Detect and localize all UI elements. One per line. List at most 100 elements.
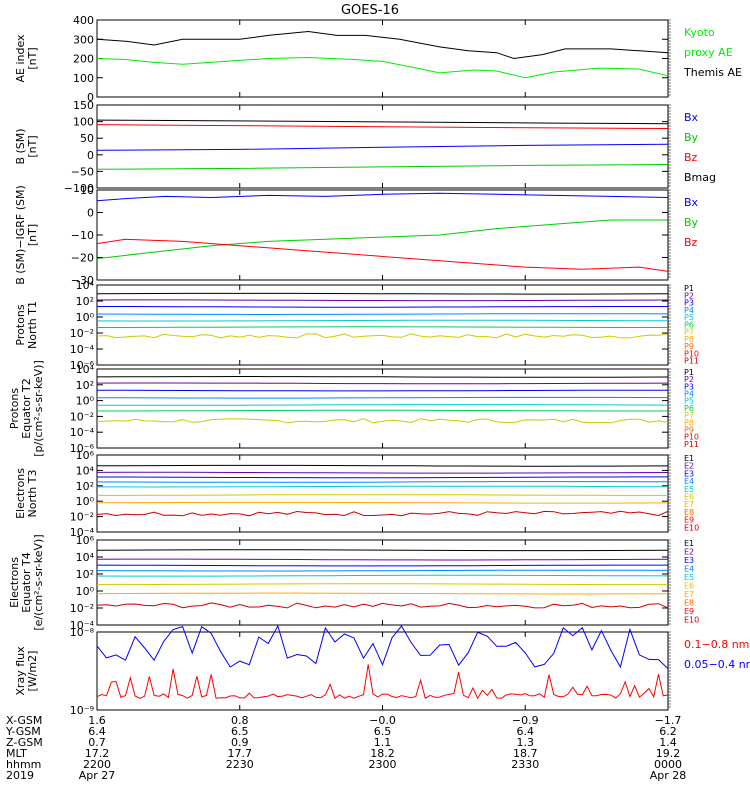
y-tick-label: 10⁻⁹ (70, 704, 94, 717)
y-tick-label: 10 (80, 184, 94, 197)
footer-value: 17.7 (228, 747, 253, 760)
panel-pet2: 10⁻⁶ 10⁻⁴ 10⁻² 10⁰ 10² 10⁴ Protons Equator T2 [p… (8, 360, 699, 457)
legend-entry: E4 (684, 565, 694, 574)
legend-entry: P8 (684, 418, 694, 427)
y-tick-label: 10⁴ (76, 464, 95, 477)
legend-entry: E3 (684, 469, 694, 478)
panel-eet4: 10⁻⁴ 10⁻² 10⁰ 10² 10⁴ 10⁶ Electrons Equator T4[… (8, 534, 699, 632)
y-tick-label: 10² (76, 379, 94, 392)
footer-value: 1.1 (374, 736, 392, 749)
legend-entry: Themis AE (683, 66, 742, 79)
legend-entry: E7 (684, 500, 694, 509)
y-tick-label: 10⁰ (76, 585, 95, 598)
series-e2 (96, 558, 669, 561)
series-by (96, 219, 668, 260)
y-tick-label: −50 (71, 165, 94, 178)
y-tick-label: 100 (73, 72, 94, 85)
y-tick-label: 10⁰ (76, 495, 95, 508)
legend-entry: E2 (684, 548, 694, 557)
legend-entry: E8 (684, 599, 694, 608)
legend-entry: P7 (684, 328, 694, 337)
legend-entry: Kyoto (684, 26, 715, 39)
y-tick-label: 10⁴ (76, 279, 95, 292)
legend-entry: E1 (684, 454, 694, 463)
panel-frame (96, 539, 669, 626)
legend-entry: Bx (684, 196, 699, 209)
legend-entry: P7 (684, 411, 694, 420)
y-axis-label: B (SM)−IGRF (SM) (14, 185, 27, 285)
y-axis-label: Protons (8, 388, 21, 429)
series-bx (96, 192, 669, 202)
y-tick-label: 100 (73, 116, 94, 129)
legend-entry: P6 (684, 320, 694, 329)
footer-value: −0.0 (369, 714, 396, 727)
series-kyoto-proxy-ae (96, 56, 669, 79)
legend-entry: P9 (684, 342, 694, 351)
y-tick-label: 10⁻² (70, 410, 94, 423)
series-themis-ae (96, 30, 669, 60)
footer-value: 0000 (654, 758, 682, 771)
panel-xray: 10⁻⁹ 10⁻⁸ Xray flux [W/m2] 0.1−0.8 nm 0.05−0.… (14, 624, 750, 717)
y-tick-label: 10⁶ (76, 534, 95, 547)
series-e7 (96, 592, 669, 595)
series-e6 (97, 583, 668, 586)
series-e1 (96, 464, 669, 467)
footer-value: 6.5 (231, 725, 249, 738)
y-axis-label: Electrons (8, 557, 21, 608)
series-e5 (96, 574, 669, 577)
y-axis-label: North T1 (26, 301, 39, 349)
legend-entry: P3 (684, 299, 694, 308)
legend-entry: P9 (684, 425, 694, 434)
footer-row-label: hhmm (6, 758, 41, 771)
series-p1 (96, 292, 669, 295)
footer-value: 19.2 (656, 747, 681, 760)
y-tick-label: 200 (73, 53, 94, 66)
y-tick-label: 0 (87, 149, 94, 162)
legend-entry: P1 (684, 368, 694, 377)
legend-entry: P3 (684, 382, 694, 391)
series-p2 (96, 299, 669, 302)
series-p5 (96, 319, 669, 322)
legend-entry: 0.05−0.4 nm (684, 658, 750, 671)
footer-value: 6.4 (517, 725, 535, 738)
series-e9 (96, 510, 669, 517)
y-tick-label: 10⁻² (70, 511, 94, 524)
y-tick-label: 50 (80, 132, 94, 145)
panel-frame (96, 189, 669, 281)
series-p3 (97, 306, 668, 308)
y-tick-label: 10² (76, 295, 94, 308)
footer-value: 1.4 (659, 736, 677, 749)
series-p7 (96, 418, 669, 424)
series-e6 (97, 494, 668, 496)
legend-entry: E4 (684, 477, 694, 486)
series-e7 (96, 501, 669, 504)
series-p6 (97, 326, 668, 328)
footer-value: −0.9 (512, 714, 539, 727)
y-tick-label: −10 (71, 229, 94, 242)
footer-value: 2230 (226, 758, 254, 771)
y-axis-label: [nT] (26, 224, 39, 246)
legend-entry: proxy AE (684, 46, 733, 59)
footer-row-label: MLT (6, 747, 27, 760)
y-tick-label: 150 (73, 99, 94, 112)
footer-value: 17.2 (85, 747, 110, 760)
footer-value: 2300 (369, 758, 397, 771)
series-p1 (96, 375, 669, 378)
legend-entry: P10 (684, 433, 699, 442)
y-axis-label: [nT] (26, 135, 39, 157)
footer-row-label: X-GSM (6, 714, 42, 727)
y-tick-label: 10⁴ (76, 551, 95, 564)
footer-value: 2200 (83, 758, 111, 771)
y-axis-label: Electrons (14, 468, 27, 519)
footer-value: 2330 (511, 758, 539, 771)
series-bmag (96, 119, 669, 125)
legend-entry: E10 (684, 523, 699, 532)
legend-entry: P10 (684, 349, 699, 358)
y-axis-label: [nT] (26, 47, 39, 69)
y-tick-label: 10⁻⁶ (70, 359, 95, 372)
legend-entry: Bx (684, 111, 699, 124)
panel-bsm: −100 −50 0 50 100 150 B (SM) [nT] Bx By Bz Bmag (14, 99, 716, 195)
